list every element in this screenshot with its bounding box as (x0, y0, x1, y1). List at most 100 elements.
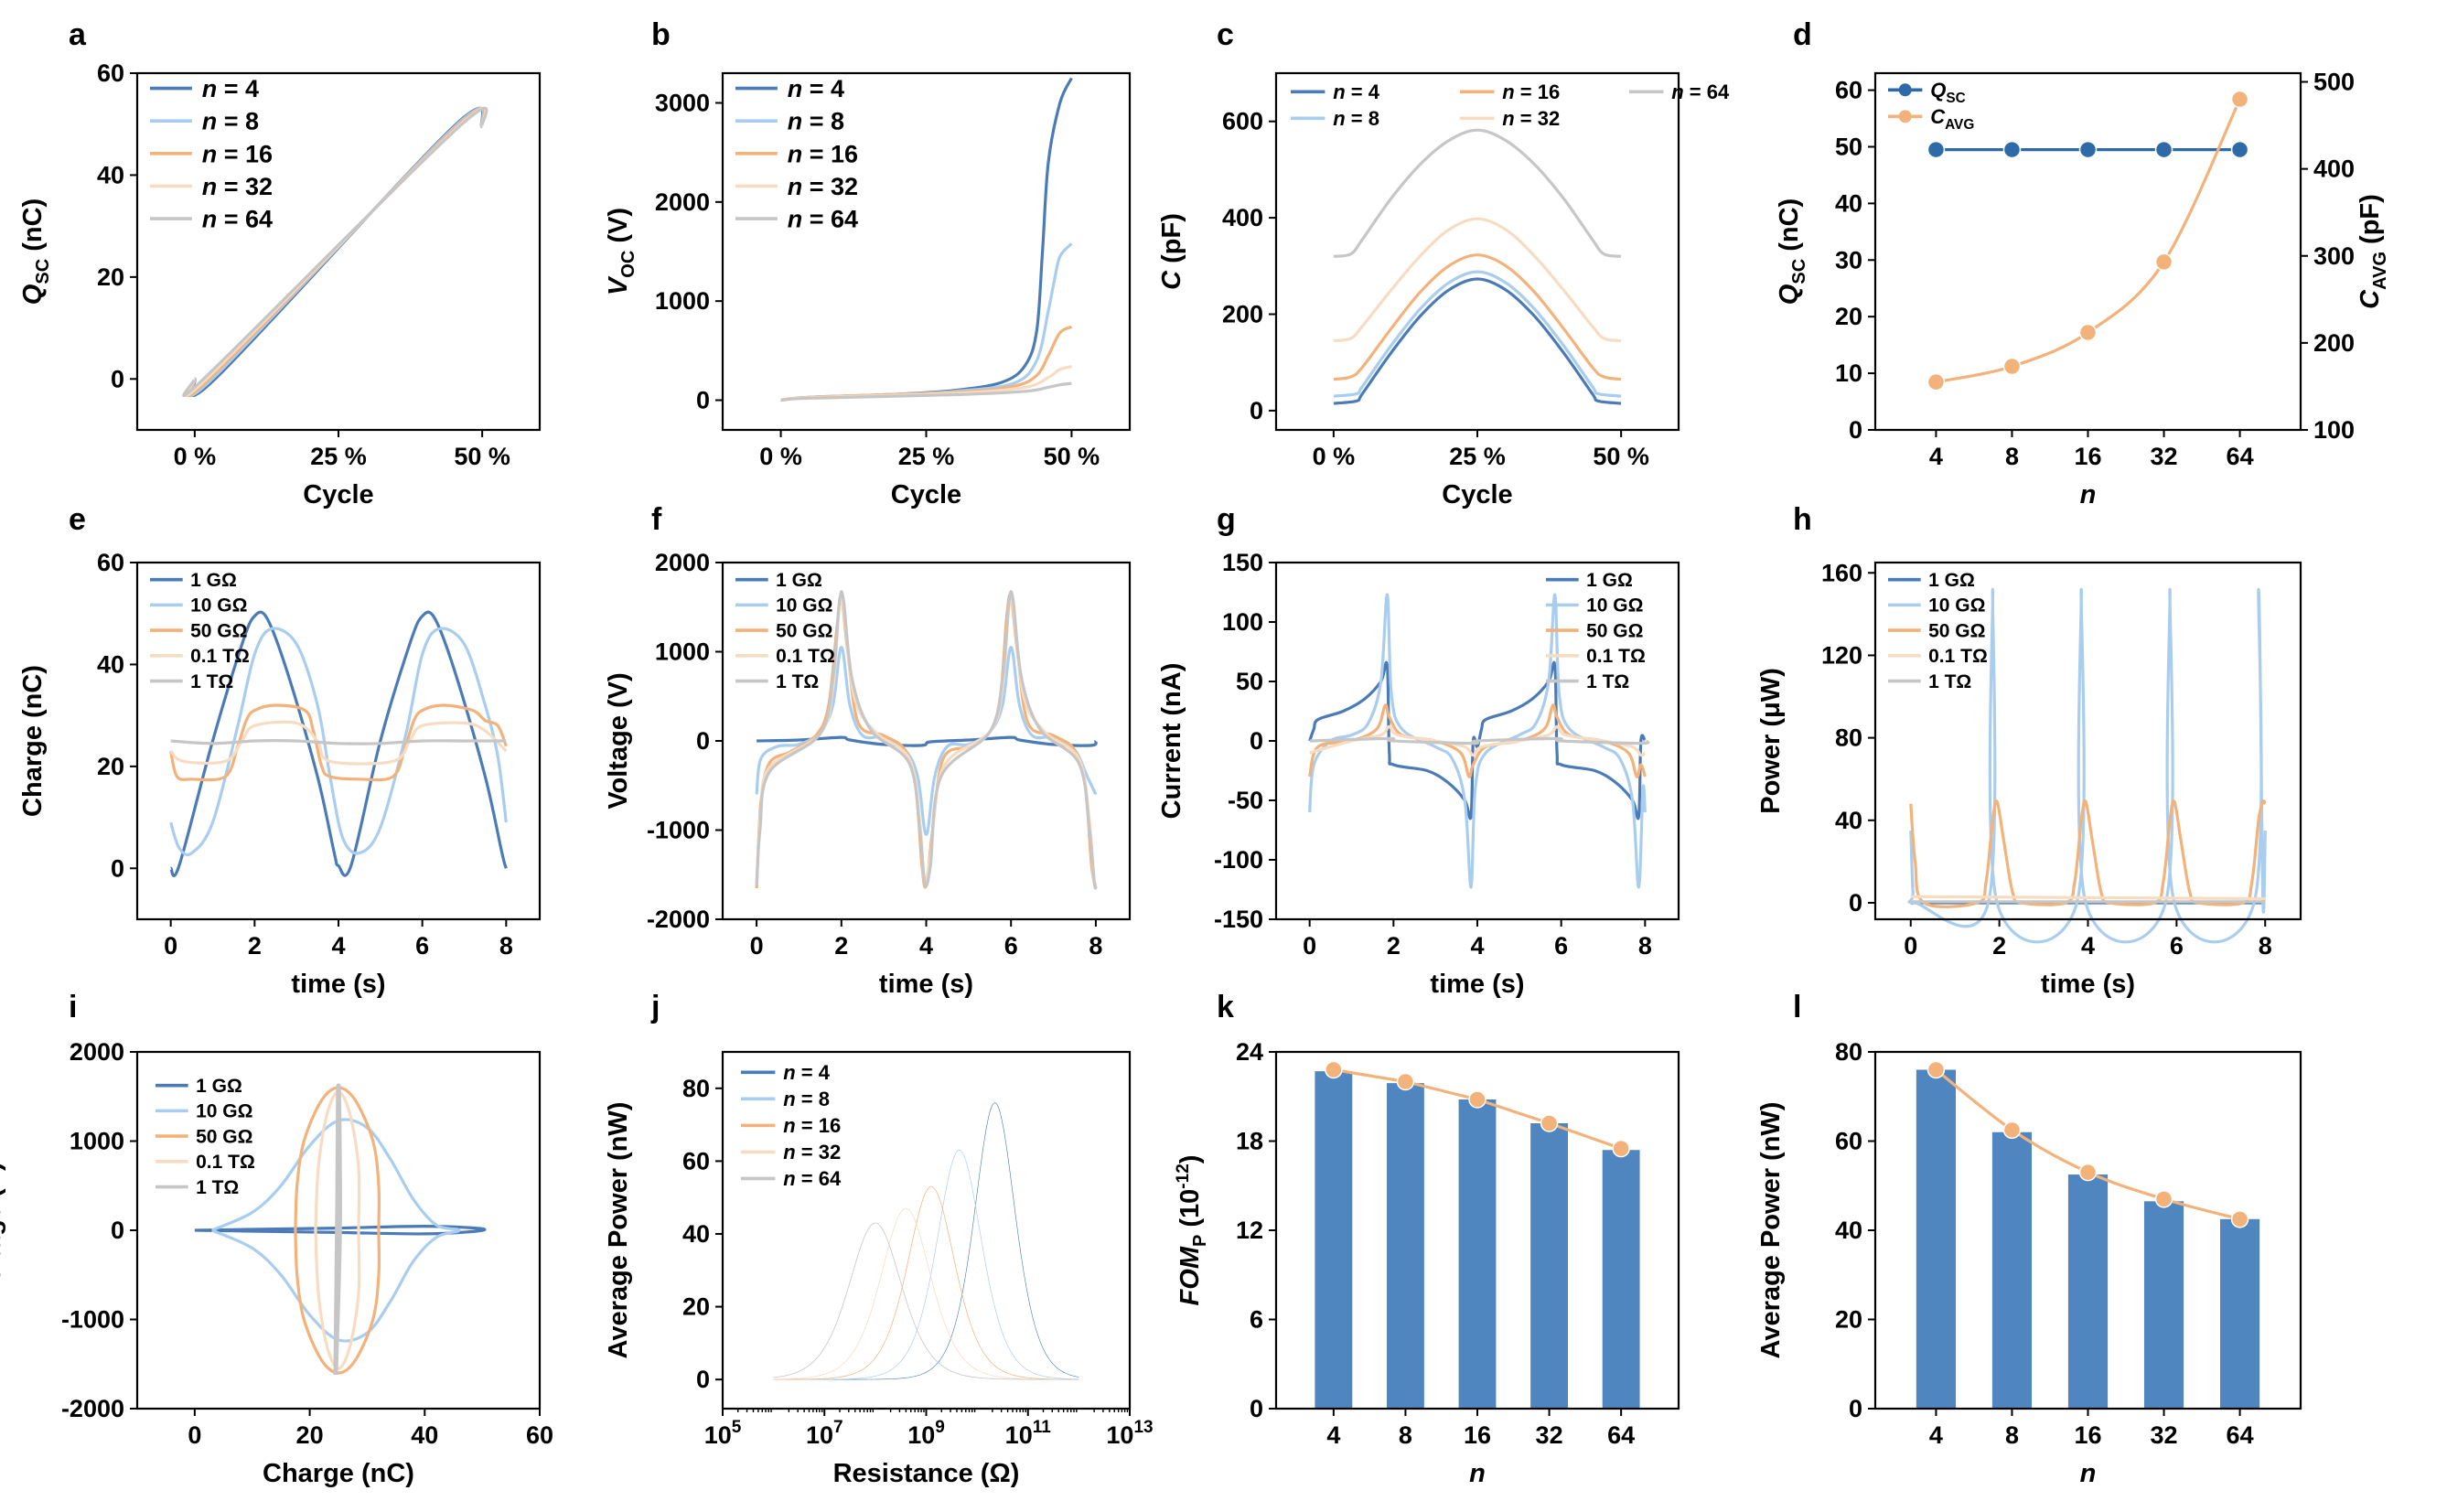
x-tick-label: 6 (415, 932, 429, 960)
bar-16 (1458, 1099, 1497, 1409)
panel-letter-j: j (650, 990, 660, 1024)
legend: 1 GΩ 10 GΩ 50 GΩ 0.1 TΩ 1 TΩ (156, 1076, 255, 1198)
series-line-50-GΩ (1909, 799, 2267, 908)
panel-k: k 4 8 16 32 64 0 6 12 18 24 n FOMP (10-12) (1174, 990, 1680, 1488)
panel-letter-k: k (1217, 990, 1234, 1024)
y-tick-label: 20 (682, 1293, 710, 1321)
y2-tick-label: 100 (2313, 416, 2355, 444)
marker-CAVG-2 (2078, 323, 2098, 342)
y-tick-label: 0 (1250, 397, 1263, 424)
x-tick-label: 0 % (174, 443, 217, 470)
marker-CAVG-3 (2154, 252, 2173, 272)
legend: n = 4 n = 8 n = 16 n = 32 n = 64 (741, 1061, 842, 1190)
x-ticks: 4 8 16 32 64 (1326, 1409, 1635, 1449)
legend-entry: 50 GΩ (1586, 620, 1643, 641)
series-line-n-=-32 (773, 1207, 1079, 1380)
series-line-n-=-4 (1333, 277, 1622, 405)
panel-letter-h: h (1793, 502, 1812, 537)
series-line-0.1-TΩ (169, 720, 508, 766)
x-tick-label: 25 % (310, 443, 367, 470)
bar-8 (1991, 1131, 2033, 1409)
legend-entry: 1 TΩ (776, 671, 819, 692)
x-tick-label: 8 (2005, 443, 2019, 470)
legend-entry: n = 32 (1502, 107, 1560, 130)
panel-letter-e: e (69, 502, 86, 537)
y-tick-label: 20 (97, 753, 124, 780)
y-tick-label: 40 (1835, 807, 1862, 834)
legend: 1 GΩ 10 GΩ 50 GΩ 0.1 TΩ 1 TΩ (1888, 570, 1988, 692)
x-ticks: 0 % 25 % 50 % (759, 430, 1100, 470)
marker-QSC-1 (2002, 140, 2022, 159)
series-line-n-=-64 (1333, 128, 1622, 258)
x-tick-label: 32 (1536, 1421, 1563, 1449)
legend-entry: n = 4 (783, 1061, 831, 1084)
y-axis-label: FOMP (10-12) (1174, 1155, 1210, 1306)
x-axis-label: n (2080, 480, 2097, 509)
y-ticks: 0 10 20 30 40 50 60 100 200 300 400 500 (1835, 69, 2355, 444)
panel-g: g 0 2 4 6 8 -150 -100 -50 0 50 100 150 time (s) Curren… (1157, 502, 1680, 999)
legend: 1 GΩ 10 GΩ 50 GΩ 0.1 TΩ 1 TΩ (1546, 570, 1646, 692)
panel-d: d 4 8 16 32 64 0 10 20 30 40 50 60 100 200 300 400 500 n QS… (1775, 17, 2390, 509)
x-tick-label: 64 (2227, 1421, 2254, 1449)
y-tick-label: 20 (1835, 303, 1862, 330)
legend-entry: n = 16 (783, 1114, 841, 1137)
legend-entry: 0.1 TΩ (190, 646, 250, 667)
legend-entry: CAVG (1930, 105, 1974, 133)
series-line-CAVG (1936, 98, 2242, 384)
x-tick-label: 50 % (454, 443, 510, 470)
axes-frame (135, 71, 542, 432)
x-ticks: 0 % 25 % 50 % (174, 430, 510, 470)
x-axis-label: time (s) (2041, 970, 2135, 999)
y-tick-label: 1000 (655, 287, 710, 315)
axes-frame (721, 71, 1132, 432)
marker-CAVG-4 (2230, 90, 2249, 109)
y-tick-label: 400 (1222, 204, 1263, 231)
legend-entry: 1 GΩ (776, 570, 822, 591)
legend-entry: n = 4 (1333, 80, 1380, 103)
legend-entry: n = 64 (202, 206, 273, 233)
legend-entry: n = 16 (202, 140, 273, 167)
x-tick-label: 40 (411, 1421, 438, 1449)
legend-entry: 50 GΩ (196, 1126, 252, 1147)
legend-entry: 0.1 TΩ (196, 1152, 255, 1173)
x-tick-label: 0 (1303, 932, 1316, 960)
bar-32 (2143, 1201, 2184, 1409)
series-line-1-TΩ (333, 1083, 342, 1376)
legend-entry: n = 64 (788, 206, 858, 233)
legend: 1 GΩ 10 GΩ 50 GΩ 0.1 TΩ 1 TΩ (735, 570, 835, 692)
x-tick-label: 25 % (898, 443, 955, 470)
x-tick-label: 4 (331, 932, 345, 960)
x-ticks: 0 2 4 6 8 (164, 919, 513, 960)
y-tick-label: 0 (1849, 416, 1862, 444)
legend-entry: n = 32 (202, 173, 273, 200)
y-tick-label: 1000 (655, 638, 710, 666)
panel-letter-b: b (651, 17, 671, 52)
panel-b: b 0 % 25 % 50 % 0 1000 2000 3000 Cycle VOC (V) n =… (604, 17, 1132, 509)
marker-line-3 (2154, 1190, 2173, 1208)
legend-entry: 1 TΩ (190, 671, 233, 692)
x-tick-label: 107 (806, 1418, 843, 1449)
legend-entry: n = 8 (202, 108, 259, 135)
x-tick-label: 8 (1638, 932, 1652, 960)
legend-entry: n = 16 (788, 140, 858, 167)
x-tick-label: 6 (2170, 932, 2184, 960)
series-line-n-=-64 (780, 381, 1072, 402)
y-tick-label: -2000 (61, 1395, 124, 1422)
y-tick-label: -150 (1214, 906, 1263, 933)
x-ticks: 4 8 16 32 64 (1929, 430, 2254, 470)
legend-entry: 10 GΩ (776, 595, 832, 617)
bar-4 (1916, 1069, 1957, 1409)
y-tick-label: 60 (97, 549, 124, 576)
y-ticks: 0 20 40 60 (97, 549, 137, 882)
legend-entry: n = 4 (788, 75, 844, 102)
legend-entry: n = 4 (202, 75, 259, 102)
y-axis-label: VOC (V) (604, 208, 639, 295)
x-tick-label: 64 (1607, 1421, 1635, 1449)
x-tick-label: 4 (1929, 443, 1943, 470)
series-line-10-GΩ (1308, 593, 1647, 889)
x-tick-label: 8 (2005, 1421, 2019, 1449)
y-tick-label: 0 (1849, 1395, 1862, 1422)
series-line-1-TΩ (170, 739, 507, 745)
y-tick-label: 0 (696, 1366, 710, 1393)
